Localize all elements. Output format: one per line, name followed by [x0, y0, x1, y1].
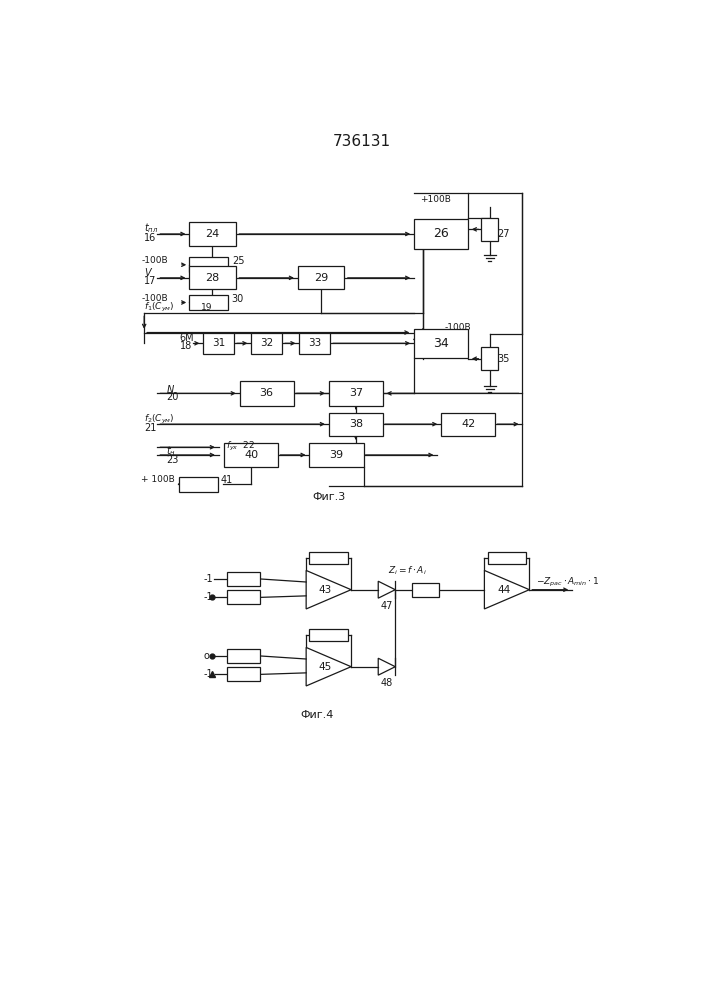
- Text: 6М: 6М: [180, 333, 194, 343]
- Text: 29: 29: [314, 273, 328, 283]
- Text: 39: 39: [329, 450, 344, 460]
- Text: 45: 45: [319, 662, 332, 672]
- Text: +100В: +100В: [420, 195, 451, 204]
- Text: 20: 20: [166, 392, 178, 402]
- Bar: [227, 667, 259, 681]
- Bar: [227, 572, 259, 586]
- Bar: [309, 552, 348, 564]
- Text: 18: 18: [180, 341, 192, 351]
- Bar: [299, 333, 330, 354]
- Text: 736131: 736131: [333, 134, 391, 149]
- Bar: [251, 333, 282, 354]
- Text: 32: 32: [260, 338, 273, 348]
- Bar: [179, 477, 218, 492]
- Text: 17: 17: [144, 276, 156, 286]
- Bar: [298, 266, 344, 289]
- Text: 31: 31: [212, 338, 226, 348]
- Text: 48: 48: [380, 678, 393, 688]
- Text: 35: 35: [498, 354, 510, 364]
- Bar: [189, 222, 235, 246]
- Text: $f_1(C_{ум})$: $f_1(C_{ум})$: [144, 301, 175, 314]
- Text: 21: 21: [144, 423, 156, 433]
- Bar: [227, 649, 259, 663]
- Text: 42: 42: [461, 419, 475, 429]
- Bar: [227, 590, 259, 604]
- Bar: [189, 257, 228, 272]
- Text: 44: 44: [497, 585, 510, 595]
- Text: -100В: -100В: [445, 323, 472, 332]
- Text: $Z_i = f \cdot A_i$: $Z_i = f \cdot A_i$: [388, 565, 427, 577]
- Bar: [412, 583, 439, 597]
- Text: -1: -1: [203, 669, 213, 679]
- Text: 26: 26: [433, 227, 449, 240]
- Bar: [309, 629, 348, 641]
- Text: 40: 40: [244, 450, 258, 460]
- Bar: [189, 295, 228, 310]
- Text: 24: 24: [205, 229, 219, 239]
- Text: 30: 30: [232, 294, 244, 304]
- Bar: [414, 219, 468, 249]
- Text: 36: 36: [259, 388, 274, 398]
- Text: 28: 28: [205, 273, 219, 283]
- Text: 33: 33: [308, 338, 321, 348]
- Text: 34: 34: [433, 337, 449, 350]
- Bar: [441, 413, 495, 436]
- Text: 27: 27: [498, 229, 510, 239]
- Text: $f_2(C_{ум})$: $f_2(C_{ум})$: [144, 413, 175, 426]
- Text: 25: 25: [232, 256, 244, 266]
- Bar: [240, 381, 293, 406]
- Text: -1: -1: [203, 574, 213, 584]
- Bar: [488, 552, 526, 564]
- Bar: [329, 381, 383, 406]
- Text: $V$: $V$: [144, 266, 153, 278]
- Bar: [309, 443, 363, 467]
- Text: 16: 16: [144, 233, 156, 243]
- Text: 23: 23: [166, 455, 178, 465]
- Bar: [481, 347, 498, 370]
- Bar: [224, 443, 279, 467]
- Text: о: о: [203, 651, 209, 661]
- Bar: [203, 333, 234, 354]
- Text: $t_{н}$: $t_{н}$: [166, 444, 176, 458]
- Text: -100В: -100В: [141, 256, 168, 265]
- Text: 43: 43: [319, 585, 332, 595]
- Text: 37: 37: [349, 388, 363, 398]
- Text: 19: 19: [201, 303, 212, 312]
- Text: $t_{пл}$: $t_{пл}$: [144, 222, 158, 235]
- Text: $-Z_{рас} \cdot A_{min} \cdot 1$: $-Z_{рас} \cdot A_{min} \cdot 1$: [535, 575, 599, 589]
- Bar: [481, 218, 498, 241]
- Text: $N$: $N$: [166, 383, 175, 395]
- Bar: [189, 266, 235, 289]
- Text: + 100В: + 100В: [141, 475, 175, 484]
- Text: 38: 38: [349, 419, 363, 429]
- Text: $f_{ух}$  22: $f_{ух}$ 22: [226, 440, 255, 453]
- Bar: [329, 413, 383, 436]
- Text: 47: 47: [380, 601, 393, 611]
- Text: -100В: -100В: [141, 294, 168, 303]
- Text: -1: -1: [203, 592, 213, 602]
- Text: Фиг.4: Фиг.4: [300, 710, 334, 720]
- Text: 41: 41: [220, 475, 233, 485]
- Text: Фиг.3: Фиг.3: [312, 492, 345, 502]
- Bar: [414, 329, 468, 358]
